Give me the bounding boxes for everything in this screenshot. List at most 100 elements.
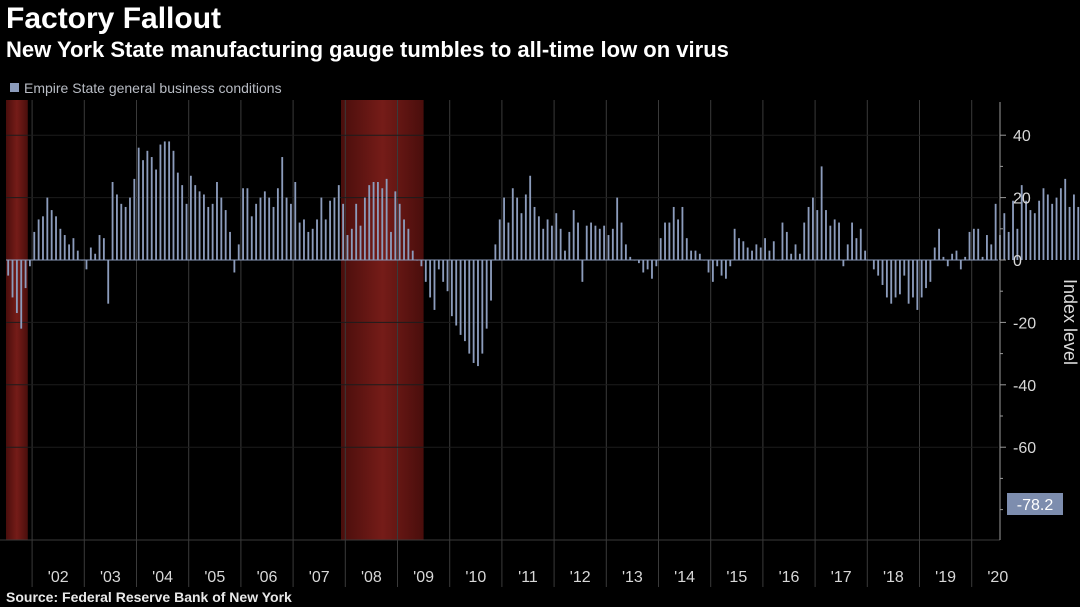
bar[interactable] xyxy=(777,260,780,261)
bar[interactable] xyxy=(472,260,475,363)
bar[interactable] xyxy=(585,225,588,260)
bar[interactable] xyxy=(564,250,566,260)
bar[interactable] xyxy=(646,260,649,270)
bar[interactable] xyxy=(568,231,571,260)
bar[interactable] xyxy=(942,256,945,260)
bar[interactable] xyxy=(1025,200,1027,260)
bar[interactable] xyxy=(1033,213,1036,260)
bar[interactable] xyxy=(968,231,971,260)
bar[interactable] xyxy=(377,182,379,260)
bar[interactable] xyxy=(455,260,458,326)
bar[interactable] xyxy=(1038,200,1041,260)
bar[interactable] xyxy=(320,197,323,260)
bar[interactable] xyxy=(46,197,49,260)
bar[interactable] xyxy=(551,225,553,260)
bar[interactable] xyxy=(1012,200,1014,260)
bar[interactable] xyxy=(385,178,388,260)
bar[interactable] xyxy=(450,260,453,317)
bar[interactable] xyxy=(403,219,405,260)
bar[interactable] xyxy=(790,253,793,260)
bar[interactable] xyxy=(50,210,53,260)
bar[interactable] xyxy=(294,182,297,260)
bar[interactable] xyxy=(102,238,105,260)
bar[interactable] xyxy=(390,231,392,260)
bar[interactable] xyxy=(159,144,162,260)
bar[interactable] xyxy=(842,260,845,267)
bar[interactable] xyxy=(98,235,101,260)
bar[interactable] xyxy=(1073,194,1075,260)
bar[interactable] xyxy=(498,219,501,260)
bar[interactable] xyxy=(794,244,797,260)
bar[interactable] xyxy=(781,222,784,260)
bar[interactable] xyxy=(659,238,662,260)
bar[interactable] xyxy=(903,260,906,276)
bar[interactable] xyxy=(916,260,919,310)
bar[interactable] xyxy=(720,260,723,276)
bar[interactable] xyxy=(629,256,632,260)
bar[interactable] xyxy=(929,260,932,282)
bar[interactable] xyxy=(359,225,362,260)
bar[interactable] xyxy=(337,185,340,260)
bar[interactable] xyxy=(268,197,271,260)
bar[interactable] xyxy=(250,216,253,260)
bar[interactable] xyxy=(633,260,636,261)
bar[interactable] xyxy=(316,219,318,260)
bar[interactable] xyxy=(33,231,36,260)
bar[interactable] xyxy=(233,260,236,273)
bar[interactable] xyxy=(246,188,249,260)
bar[interactable] xyxy=(181,185,184,260)
bar[interactable] xyxy=(72,238,75,260)
bar[interactable] xyxy=(7,260,10,276)
bar[interactable] xyxy=(572,210,575,260)
bar[interactable] xyxy=(759,247,762,260)
bar[interactable] xyxy=(477,260,479,367)
bar[interactable] xyxy=(203,194,205,260)
bar[interactable] xyxy=(946,260,949,267)
bar[interactable] xyxy=(346,235,349,260)
bar[interactable] xyxy=(298,222,301,260)
bar[interactable] xyxy=(816,210,819,260)
bar[interactable] xyxy=(603,225,606,260)
bar[interactable] xyxy=(446,260,449,292)
bar[interactable] xyxy=(624,244,627,260)
bar[interactable] xyxy=(259,197,262,260)
bar[interactable] xyxy=(746,247,749,260)
bar[interactable] xyxy=(1055,197,1058,260)
bar[interactable] xyxy=(716,260,719,267)
bar[interactable] xyxy=(394,191,397,260)
bar[interactable] xyxy=(955,250,958,260)
bar[interactable] xyxy=(638,260,640,264)
bar[interactable] xyxy=(899,260,901,295)
bar[interactable] xyxy=(833,219,836,260)
bar[interactable] xyxy=(372,182,375,260)
bar[interactable] xyxy=(846,244,849,260)
bar[interactable] xyxy=(311,228,314,260)
bar[interactable] xyxy=(142,160,144,260)
bar[interactable] xyxy=(820,166,823,260)
bar[interactable] xyxy=(533,206,536,260)
bar[interactable] xyxy=(68,244,70,260)
bar[interactable] xyxy=(429,260,432,298)
bar[interactable] xyxy=(1046,194,1049,260)
bar[interactable] xyxy=(59,228,62,260)
bar[interactable] xyxy=(972,228,975,260)
bar[interactable] xyxy=(355,203,358,260)
bar[interactable] xyxy=(738,238,740,260)
bar[interactable] xyxy=(703,260,706,261)
bar[interactable] xyxy=(742,241,745,260)
bar[interactable] xyxy=(938,228,940,260)
bar[interactable] xyxy=(981,256,984,260)
bar[interactable] xyxy=(1051,203,1054,260)
bar[interactable] xyxy=(15,260,18,314)
bar[interactable] xyxy=(529,175,532,260)
bar[interactable] xyxy=(825,210,827,260)
bar[interactable] xyxy=(81,260,84,261)
bar[interactable] xyxy=(520,213,523,260)
bar[interactable] xyxy=(581,260,584,282)
bar[interactable] xyxy=(168,141,171,260)
bar[interactable] xyxy=(363,197,366,260)
bar[interactable] xyxy=(1007,231,1010,260)
bar[interactable] xyxy=(990,244,993,260)
bar[interactable] xyxy=(437,260,440,270)
bar[interactable] xyxy=(1003,213,1006,260)
